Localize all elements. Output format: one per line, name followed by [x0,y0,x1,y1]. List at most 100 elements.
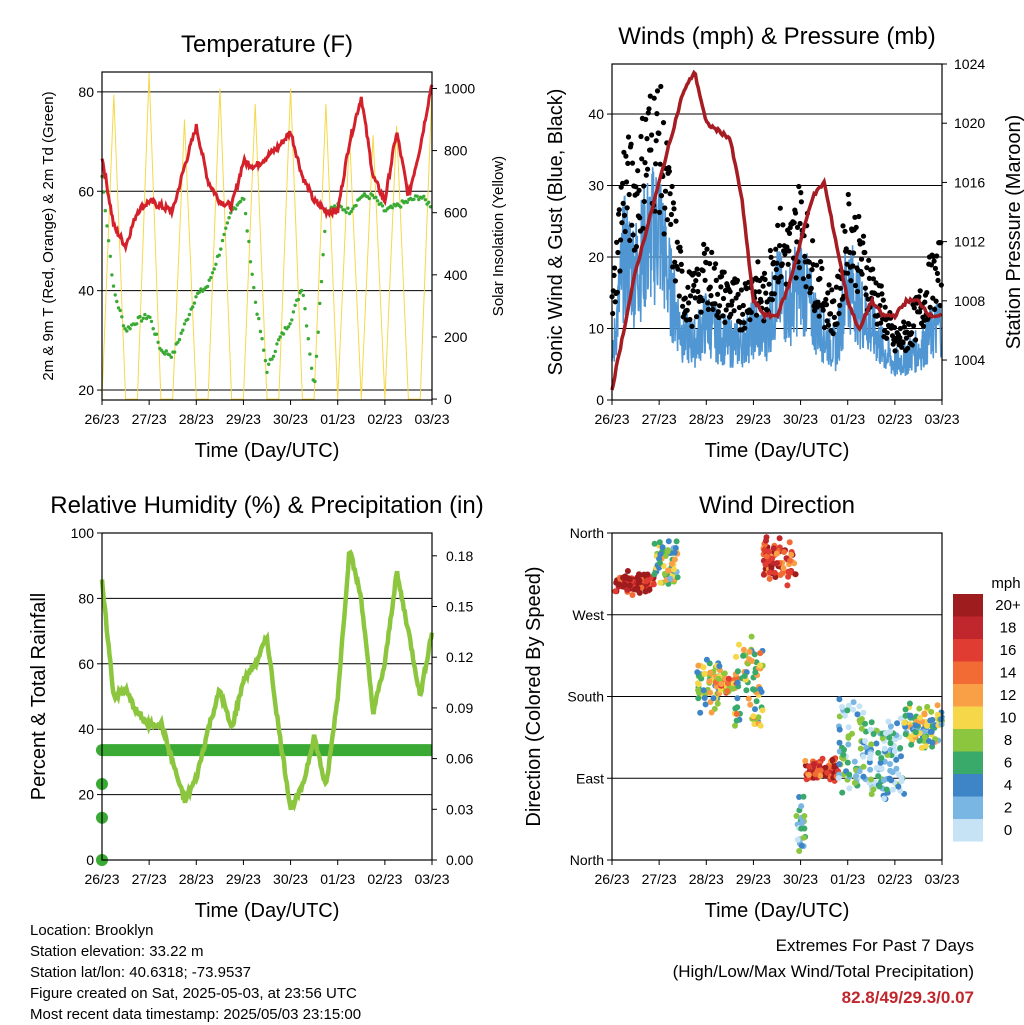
panel-2-ytick-label: 100 [71,525,95,541]
direction-point [636,577,643,584]
dewpoint-point [156,340,160,344]
gust-point [785,261,791,267]
direction-point [716,663,723,670]
gust-point [662,188,669,194]
legend-label: 16 [1000,642,1017,659]
panel-1-y2tick-label: 1008 [954,293,985,309]
gust-point [753,312,760,318]
direction-point [773,550,780,557]
dewpoint-point [120,315,124,319]
gust-point [672,259,678,265]
gust-point [744,286,750,292]
panel-0-y2tick-label: 600 [444,205,468,221]
dewpoint-point [319,279,324,284]
gust-point [814,304,820,310]
dewpoint-point [139,319,144,323]
gust-point [675,266,681,272]
gust-point [695,288,701,295]
gust-point [719,273,725,279]
direction-point [876,783,883,790]
station-info: Location: Brooklyn Station elevation: 33… [30,920,361,1025]
direction-point [734,668,741,675]
panel-2-xtick-label: 29/23 [226,871,261,887]
dewpoint-point [128,327,132,331]
gust-point [821,324,828,331]
dewpoint-point [106,239,111,243]
direction-point [928,728,935,735]
direction-point [860,753,867,760]
insolation-line [101,72,433,400]
direction-point [887,723,894,730]
gust-point [809,267,815,273]
gust-point [700,268,706,274]
gust-point [796,183,802,190]
direction-point [835,775,842,782]
direction-point [636,571,643,578]
direction-point [796,794,803,800]
gust-point [728,311,734,317]
direction-point [898,775,905,782]
direction-point [885,718,892,725]
gust-point [778,274,784,280]
gust-point [656,209,663,215]
gust-point [715,291,721,297]
panel-2-ytick-label: 80 [78,590,94,606]
direction-point [707,669,714,676]
dewpoint-point [151,327,155,331]
direction-point [934,702,941,709]
dewpoint-point [234,207,238,211]
direction-point [887,767,894,774]
legend-label: 10 [1000,710,1017,727]
direction-point [897,715,904,722]
dewpoint-point [380,204,385,208]
dewpoint-point [248,260,253,264]
gust-point [623,179,630,185]
direction-point [696,689,702,696]
gust-point [640,225,646,231]
direction-point [732,722,738,729]
direction-point [860,709,867,716]
gust-point [882,304,888,310]
dewpoint-point [273,349,277,354]
direction-point [710,695,717,702]
dewpoint-point [300,288,304,293]
gust-point [668,211,675,218]
legend-swatch [953,751,983,774]
gust-point [901,319,907,325]
dewpoint-point [257,316,261,321]
legend-swatch [953,661,983,684]
gust-point [850,263,856,269]
panel-3-xtick-label: 28/23 [689,871,724,887]
direction-point [844,707,851,714]
panel-1-xtick-label: 26/23 [594,411,629,427]
extremes-box: Extremes For Past 7 Days (High/Low/Max W… [673,933,974,1011]
direction-point [733,717,740,724]
gust-point [826,282,832,288]
dewpoint-point [227,216,231,220]
legend-swatch [953,819,983,842]
direction-point [636,589,643,596]
gust-point [701,250,708,256]
dewpoint-point [116,306,121,310]
direction-point [671,556,678,563]
dewpoint-point [242,197,246,201]
direction-point [839,789,846,796]
gust-point [916,294,922,300]
dewpoint-point [415,194,419,198]
direction-point [817,767,824,774]
gust-point [814,262,820,268]
panel-2-frame [101,532,433,861]
direction-point [845,741,852,748]
panel-2-ylabel: Percent & Total Rainfall [28,593,50,801]
dewpoint-point [176,340,180,344]
panel-1-xtick-label: 29/23 [736,411,771,427]
direction-point [916,737,923,744]
direction-point [875,749,882,756]
gust-point [766,281,772,287]
gust-point [610,310,616,317]
dewpoint-point [323,229,327,234]
direction-point [781,549,788,555]
gust-point [772,275,778,281]
gust-point [817,275,823,282]
dewpoint-point [290,318,294,322]
